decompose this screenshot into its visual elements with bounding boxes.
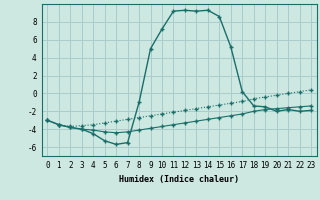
X-axis label: Humidex (Indice chaleur): Humidex (Indice chaleur) [119,175,239,184]
